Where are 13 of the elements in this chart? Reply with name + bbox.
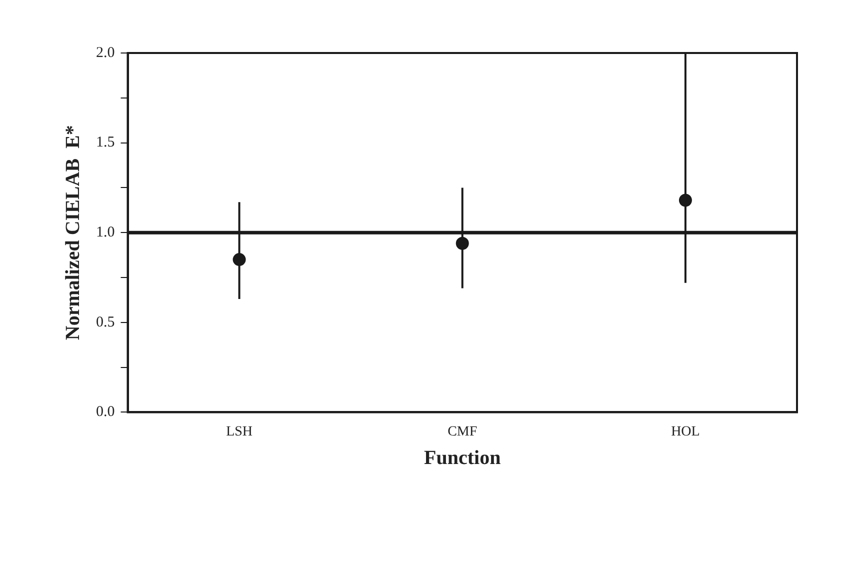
- x-tick-label: LSH: [226, 424, 253, 440]
- y-tick-label: 1.5: [96, 134, 115, 151]
- point: [678, 194, 692, 207]
- y-tick-label: 0.5: [96, 314, 115, 330]
- x-tick-label: CMF: [448, 424, 478, 440]
- point: [232, 253, 246, 266]
- point: [456, 236, 469, 250]
- y-tick-label: 0.0: [96, 404, 115, 420]
- y-tick-label: 1.0: [96, 224, 115, 241]
- y-axis-title: Normalized CIELAB E*: [62, 125, 84, 340]
- y-tick-label: 2.0: [96, 44, 115, 61]
- x-axis-title: Function: [424, 447, 501, 470]
- x-tick-label: HOL: [671, 424, 700, 440]
